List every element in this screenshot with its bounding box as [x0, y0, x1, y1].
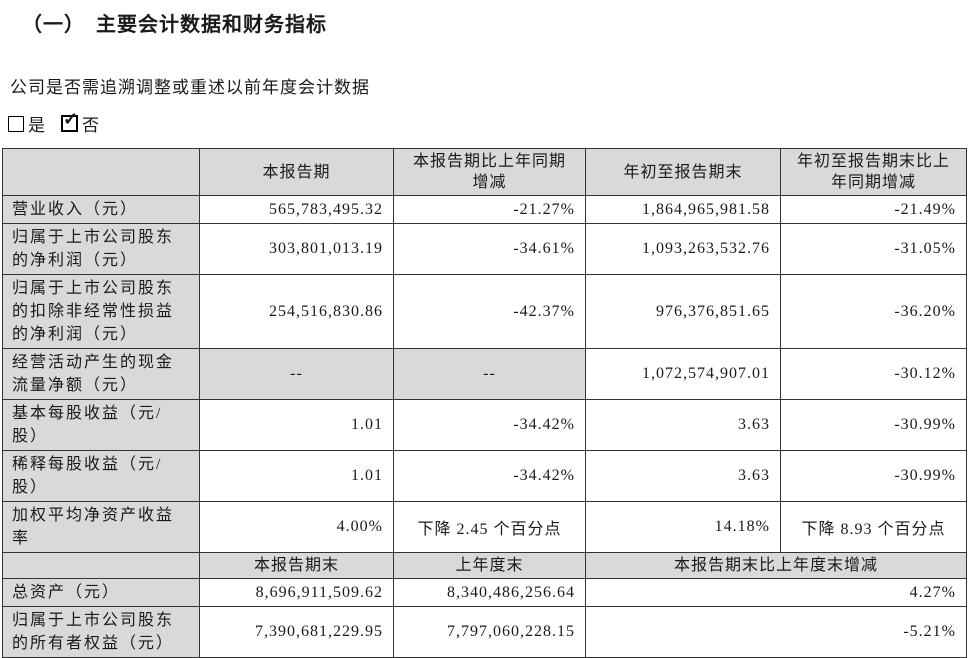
cell-value: 8,340,486,256.64 — [393, 578, 586, 607]
table-row-weighted-avg-roe: 加权平均净资产收益率 4.00% 下降 2.45 个百分点 14.18% 下降 … — [2, 501, 967, 553]
cell-value-na: -- — [199, 348, 394, 400]
yes-no-options: 是 ✓ 否 — [8, 110, 973, 136]
cell-value: -21.49% — [780, 195, 967, 224]
cell-value: -34.42% — [393, 399, 586, 451]
row-label: 归属于上市公司股东的净利润（元） — [2, 223, 200, 275]
option-no[interactable]: ✓ 否 — [61, 110, 99, 136]
column-header-yoy-change: 本报告期比上年同期增减 — [393, 148, 586, 196]
restatement-question: 公司是否需追溯调整或重述以前年度会计数据 — [10, 78, 370, 97]
corner-cell — [2, 148, 200, 196]
column-header-prior-year-end: 上年度末 — [393, 552, 586, 579]
option-no-label: 否 — [82, 116, 99, 135]
cell-value: -31.05% — [780, 223, 967, 275]
table-row-revenue: 营业收入（元） 565,783,495.32 -21.27% 1,864,965… — [2, 195, 967, 224]
cell-value: 1,864,965,981.58 — [585, 195, 781, 224]
cell-value: -30.99% — [780, 399, 967, 451]
corner-cell — [2, 552, 200, 579]
cell-value: 14.18% — [585, 501, 781, 553]
cell-value: 下降 8.93 个百分点 — [780, 501, 967, 553]
column-header-period-end: 本报告期末 — [199, 552, 394, 579]
cell-value: 565,783,495.32 — [199, 195, 394, 224]
cell-value: -34.42% — [393, 450, 586, 502]
cell-value: 1.01 — [199, 450, 394, 502]
cell-value: 1,093,263,532.76 — [585, 223, 781, 275]
cell-value: 1.01 — [199, 399, 394, 451]
table-row-diluted-eps: 稀释每股收益（元/股） 1.01 -34.42% 3.63 -30.99% — [2, 450, 967, 502]
cell-value: 976,376,851.65 — [585, 274, 781, 349]
cell-value: -30.12% — [780, 348, 967, 400]
cell-value: 7,797,060,228.15 — [393, 606, 586, 658]
section-title: （一） 主要会计数据和财务指标 — [22, 14, 327, 36]
option-yes-label: 是 — [28, 116, 45, 135]
row-label: 总资产（元） — [2, 578, 200, 607]
table-row-equity-attributable: 归属于上市公司股东的所有者权益（元） 7,390,681,229.95 7,79… — [2, 606, 967, 658]
cell-value: 下降 2.45 个百分点 — [393, 501, 586, 553]
checkbox-checked-icon[interactable]: ✓ — [61, 110, 78, 132]
report-page: （一） 主要会计数据和财务指标 公司是否需追溯调整或重述以前年度会计数据 是 ✓… — [0, 8, 973, 658]
cell-value: 303,801,013.19 — [199, 223, 394, 275]
row-label: 加权平均净资产收益率 — [2, 501, 200, 553]
table-row-total-assets: 总资产（元） 8,696,911,509.62 8,340,486,256.64… — [2, 578, 967, 607]
cell-value: 3.63 — [585, 450, 781, 502]
cell-value: -34.61% — [393, 223, 586, 275]
checkbox-unchecked-icon[interactable] — [8, 115, 24, 132]
cell-value: -36.20% — [780, 274, 967, 349]
check-icon: ✓ — [63, 109, 79, 129]
table-row-net-profit-excl-nonrecurring: 归属于上市公司股东的扣除非经常性损益的净利润（元） 254,516,830.86… — [2, 274, 967, 349]
row-label: 营业收入（元） — [2, 195, 200, 224]
cell-value: -21.27% — [393, 195, 586, 224]
cell-value: -30.99% — [780, 450, 967, 502]
table-row-operating-cash-flow: 经营活动产生的现金流量净额（元） -- -- 1,072,574,907.01 … — [2, 348, 967, 400]
row-label: 基本每股收益（元/股） — [2, 399, 200, 451]
cell-value: 4.27% — [585, 578, 967, 607]
table-row-basic-eps: 基本每股收益（元/股） 1.01 -34.42% 3.63 -30.99% — [2, 399, 967, 451]
option-yes[interactable]: 是 — [8, 111, 45, 136]
table-header-row-period: 本报告期 本报告期比上年同期增减 年初至报告期末 年初至报告期末比上年同期增减 — [2, 148, 967, 196]
row-label: 经营活动产生的现金流量净额（元） — [2, 348, 200, 400]
cell-value: -5.21% — [585, 606, 967, 658]
cell-value: 4.00% — [199, 501, 394, 553]
column-header-current-period: 本报告期 — [199, 148, 394, 196]
table-header-row-period-end: 本报告期末 上年度末 本报告期末比上年度末增减 — [2, 552, 967, 579]
cell-value: 1,072,574,907.01 — [585, 348, 781, 400]
row-label: 稀释每股收益（元/股） — [2, 450, 200, 502]
column-header-ytd: 年初至报告期末 — [585, 148, 781, 196]
table-row-net-profit: 归属于上市公司股东的净利润（元） 303,801,013.19 -34.61% … — [2, 223, 967, 275]
cell-value: 7,390,681,229.95 — [199, 606, 394, 658]
column-header-ytd-change: 年初至报告期末比上年同期增减 — [780, 148, 967, 196]
cell-value: -42.37% — [393, 274, 586, 349]
key-financials-table: 本报告期 本报告期比上年同期增减 年初至报告期末 年初至报告期末比上年同期增减 … — [2, 148, 967, 658]
cell-value: 8,696,911,509.62 — [199, 578, 394, 607]
cell-value: 3.63 — [585, 399, 781, 451]
cell-value-na: -- — [393, 348, 586, 400]
row-label: 归属于上市公司股东的扣除非经常性损益的净利润（元） — [2, 274, 200, 349]
column-header-period-end-change: 本报告期末比上年度末增减 — [585, 552, 967, 579]
row-label: 归属于上市公司股东的所有者权益（元） — [2, 606, 200, 658]
cell-value: 254,516,830.86 — [199, 274, 394, 349]
